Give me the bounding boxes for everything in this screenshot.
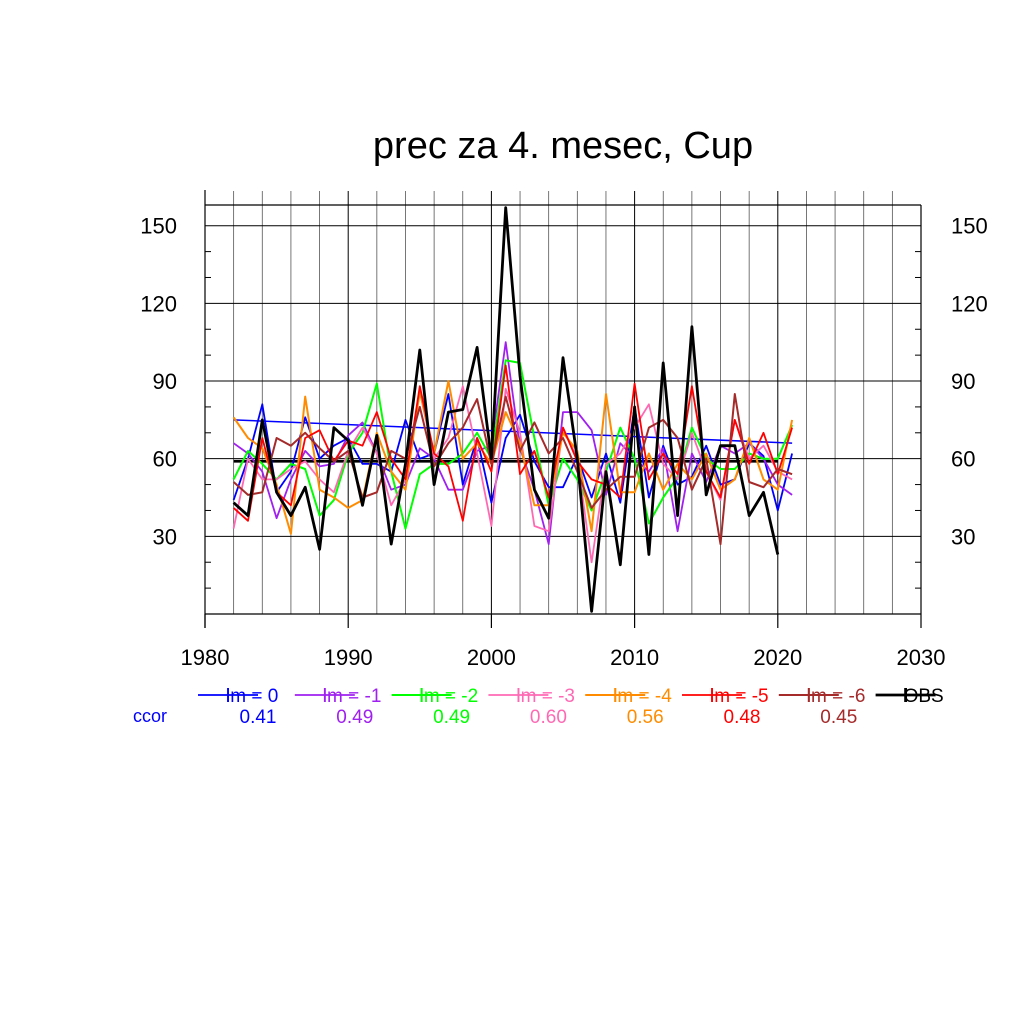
legend-label: lm = -2 xyxy=(420,686,479,707)
series-lines xyxy=(232,206,794,613)
trend-line xyxy=(233,419,793,444)
y-tick-label-left: 30 xyxy=(153,524,177,549)
y-tick-label-left: 60 xyxy=(153,447,177,472)
ccor-value: 0.48 xyxy=(724,707,761,728)
series-line-lm-1 xyxy=(233,341,793,545)
x-tick-label: 2030 xyxy=(897,645,946,670)
legend-label: lm = 0 xyxy=(226,686,278,707)
x-tick-label: 2010 xyxy=(610,645,659,670)
legend-label: lm = -1 xyxy=(323,686,382,707)
x-tick-label: 1990 xyxy=(324,645,373,670)
legend-label: lm = -5 xyxy=(710,686,769,707)
legend-label: OBS xyxy=(904,686,944,707)
x-tick-label: 2000 xyxy=(467,645,516,670)
y-tick-label-right: 120 xyxy=(951,291,988,316)
ccor-value: 0.41 xyxy=(240,707,277,728)
ccor-value: 0.49 xyxy=(433,707,470,728)
reference-lines xyxy=(233,419,793,463)
y-tick-label-left: 120 xyxy=(140,291,177,316)
legend-label: lm = -4 xyxy=(613,686,672,707)
plot-frame xyxy=(204,190,922,628)
x-tick-label: 1980 xyxy=(181,645,230,670)
grid-lines xyxy=(205,191,921,614)
chart-title: prec za 4. mesec, Cup xyxy=(373,125,753,167)
ccor-value: 0.45 xyxy=(820,707,857,728)
legend-label: lm = -6 xyxy=(807,686,866,707)
axis-ticks: 30 30 60 60 90 90 120 120 150 150 1980 1990 2000 2010… xyxy=(140,214,987,670)
series-line-obs xyxy=(232,206,780,613)
y-tick-label-right: 60 xyxy=(951,447,975,472)
series-line-lm-6 xyxy=(232,393,793,546)
ccor-label: ccor xyxy=(133,706,167,726)
x-tick-label: 2020 xyxy=(753,645,802,670)
y-tick-label-left: 90 xyxy=(153,369,177,394)
ccor-value: 0.56 xyxy=(627,707,664,728)
ccor-value: 0.49 xyxy=(336,707,373,728)
y-tick-label-left: 150 xyxy=(140,214,177,239)
y-tick-label-right: 90 xyxy=(951,369,975,394)
ccor-value: 0.60 xyxy=(530,707,567,728)
y-tick-label-right: 30 xyxy=(951,524,975,549)
y-tick-label-right: 150 xyxy=(951,214,988,239)
legend-label: lm = -3 xyxy=(516,686,575,707)
series-line-lm-2 xyxy=(232,359,794,530)
